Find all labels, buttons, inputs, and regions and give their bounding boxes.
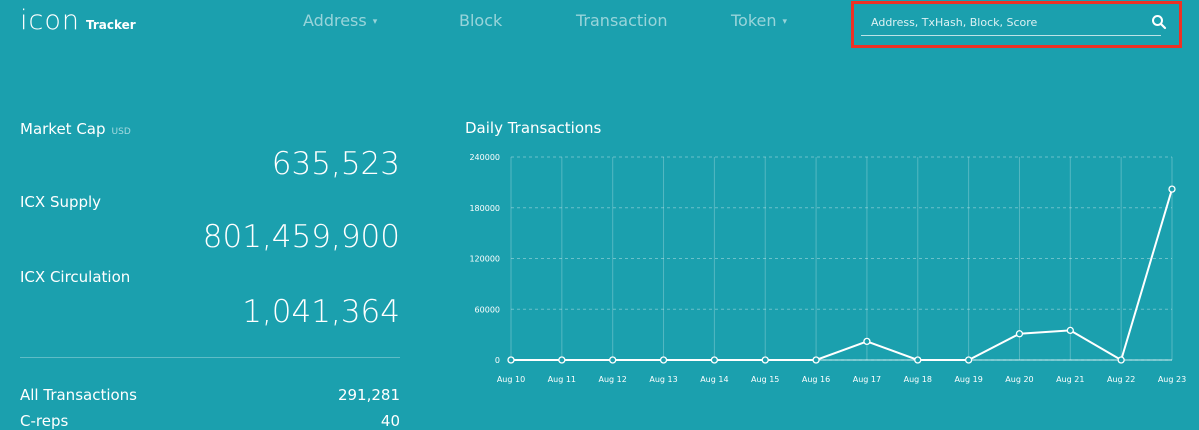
x-tick-label: Aug 16 — [802, 375, 830, 384]
search-input[interactable] — [861, 10, 1161, 36]
nav-address[interactable]: Address ▾ — [303, 10, 377, 33]
chevron-down-icon: ▾ — [782, 16, 788, 27]
preps-label: C-reps — [20, 412, 69, 430]
all-transactions-value: 291,281 — [337, 386, 400, 404]
x-tick-label: Aug 22 — [1107, 375, 1135, 384]
y-tick-label: 120000 — [469, 255, 500, 264]
data-point — [609, 356, 617, 364]
data-point — [507, 356, 515, 364]
market-cap-value: 635,523 — [271, 146, 400, 182]
icx-circulation-label: ICX Circulation — [20, 268, 131, 286]
x-tick-label: Aug 20 — [1005, 375, 1033, 384]
x-tick-label: Aug 14 — [700, 375, 728, 384]
nav-token-label: Token — [731, 11, 777, 30]
top-navigation: icon Tracker Address ▾ Block Transaction … — [0, 0, 1199, 60]
series-line — [511, 188, 1173, 362]
x-tick-label: Aug 21 — [1056, 375, 1084, 384]
nav-token[interactable]: Token ▾ — [731, 10, 787, 33]
data-point — [659, 356, 668, 364]
nav-transaction[interactable]: Transaction — [576, 10, 668, 32]
all-transactions-row: All Transactions 291,281 — [20, 386, 400, 404]
data-point — [1168, 185, 1176, 193]
x-tick-label: Aug 10 — [497, 375, 525, 384]
data-point — [812, 356, 820, 364]
data-point — [1117, 356, 1125, 364]
y-tick-label: 60000 — [475, 305, 500, 314]
nav-address-label: Address — [303, 11, 367, 30]
chevron-down-icon: ▾ — [372, 16, 378, 27]
preps-row: C-reps 40 — [20, 412, 400, 430]
y-tick-label: 240000 — [469, 153, 500, 162]
data-point — [1066, 326, 1074, 335]
data-point — [761, 356, 769, 364]
x-tick-label: Aug 11 — [548, 375, 576, 384]
search-icon[interactable] — [1151, 14, 1167, 30]
x-tick-label: Aug 18 — [904, 375, 932, 384]
icx-supply-label: ICX Supply — [20, 193, 102, 211]
market-cap-unit: USD — [111, 127, 131, 137]
x-tick-label: Aug 12 — [599, 375, 627, 384]
data-point — [964, 356, 973, 364]
daily-transactions-chart: 0 60000 120000 180000 240000 Aug 10 Aug 11 Aug … — [469, 153, 1186, 384]
x-tick-label: Aug 15 — [751, 375, 779, 384]
x-tick-label: Aug 19 — [954, 375, 982, 384]
nav-transaction-label: Transaction — [576, 11, 668, 30]
icx-supply-value: 801,459,900 — [202, 219, 400, 255]
data-point — [1015, 330, 1024, 338]
data-point — [710, 356, 719, 364]
data-point — [863, 337, 871, 346]
search-highlight-box — [851, 1, 1182, 48]
market-cap-label-text: Market Cap — [20, 120, 106, 138]
x-tick-label: Aug 23 — [1158, 375, 1186, 384]
nav-block-label: Block — [459, 11, 503, 30]
preps-value: 40 — [380, 412, 400, 430]
stats-divider — [20, 357, 400, 358]
icx-circulation-value: 1,041,364 — [242, 294, 400, 330]
chart-title: Daily Transactions — [465, 119, 602, 137]
logo-subtitle: Tracker — [85, 18, 136, 32]
data-point — [558, 356, 566, 364]
market-cap-label: Market Cap USD — [20, 120, 131, 138]
x-tick-label: Aug 13 — [649, 375, 677, 384]
x-tick-label: Aug 17 — [853, 375, 881, 384]
logo-mark: icon — [20, 5, 80, 36]
icon-tracker-logo[interactable]: icon Tracker — [20, 4, 136, 38]
y-tick-label: 0 — [495, 356, 500, 365]
data-point — [914, 356, 922, 364]
nav-block[interactable]: Block — [459, 10, 502, 32]
y-tick-label: 180000 — [469, 204, 500, 213]
all-transactions-label: All Transactions — [20, 386, 137, 404]
